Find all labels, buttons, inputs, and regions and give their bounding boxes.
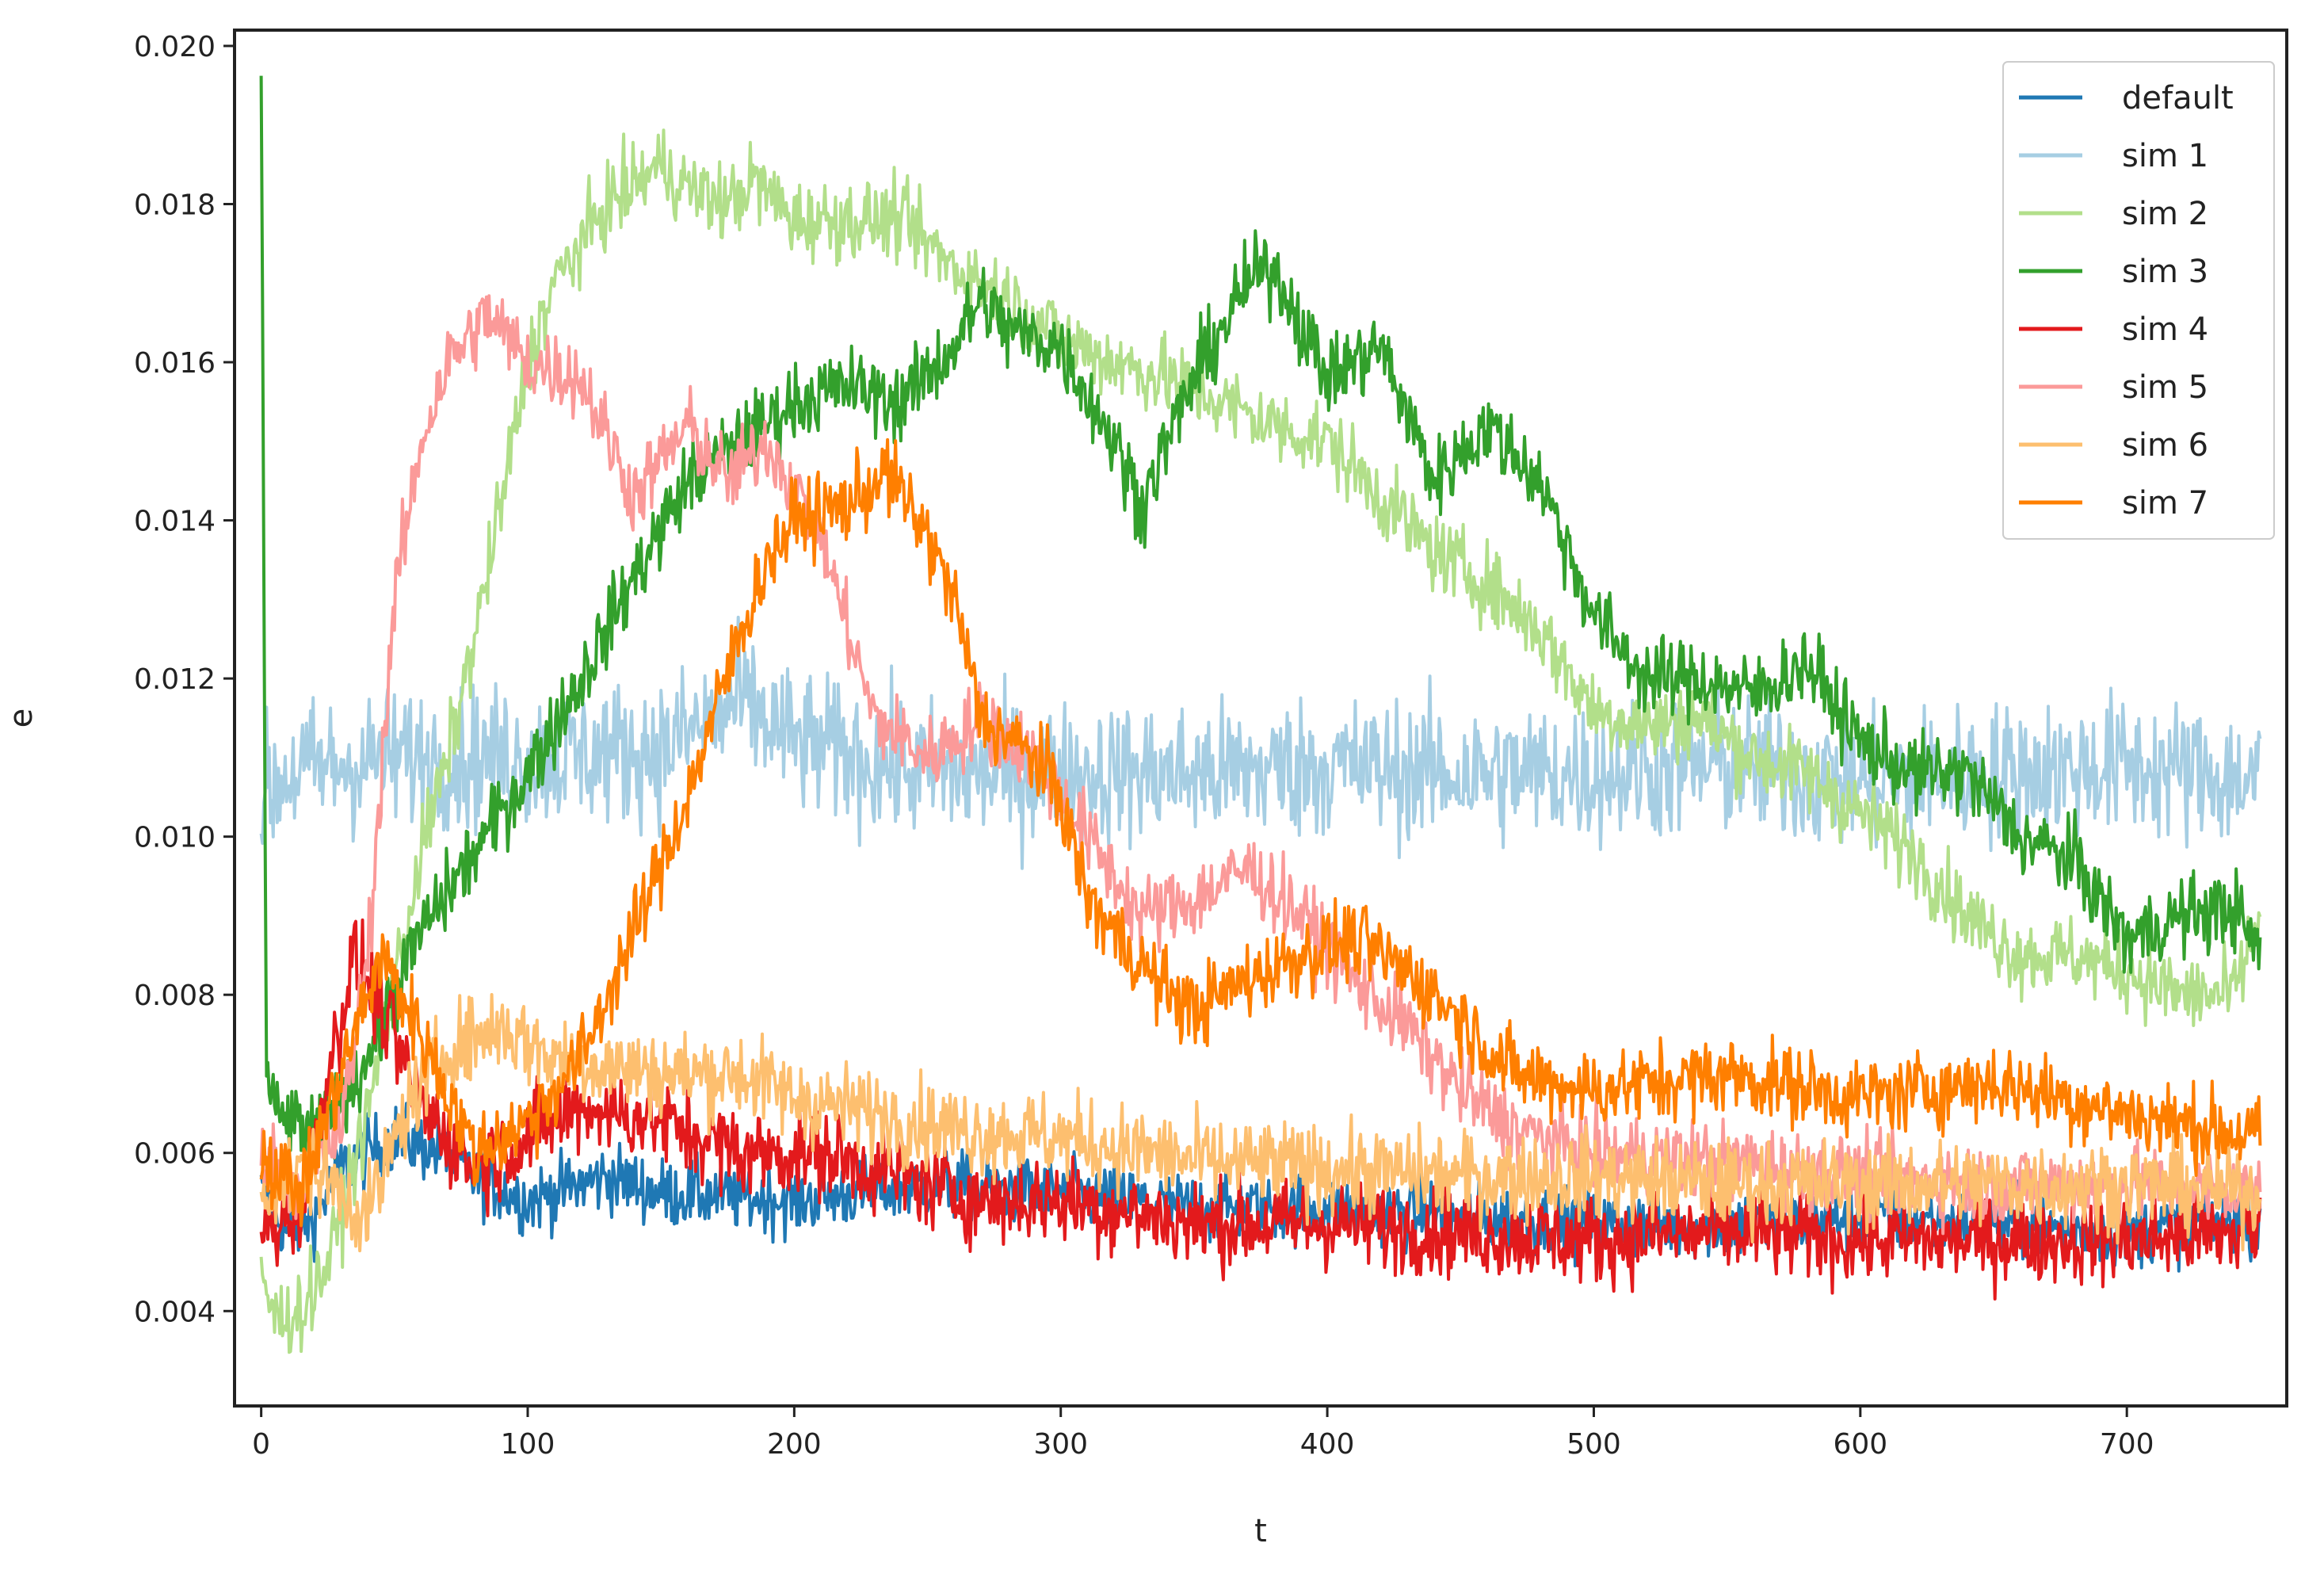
x-tick-label: 300 (1033, 1428, 1088, 1461)
y-axis-label: e (3, 709, 40, 728)
series-line-4 (259, 918, 2262, 1301)
y-tick-label: 0.004 (134, 1296, 216, 1328)
legend: default sim 1 sim 2 sim 3 sim 4 sim 5 sim 6 sim… (2002, 61, 2275, 540)
x-axis-label: t (1254, 1513, 1267, 1549)
legend-box (2002, 61, 2275, 540)
legend-label: sim 4 (2122, 311, 2208, 348)
y-tick-label: 0.016 (134, 347, 216, 380)
x-tick-label: 400 (1300, 1428, 1355, 1461)
series-layer (259, 75, 2262, 1354)
x-axis: 0 100 200 300 400 500 600 700 (252, 1406, 2154, 1461)
x-tick-label: 500 (1567, 1428, 1621, 1461)
series-line-6 (259, 993, 2262, 1253)
legend-label: default (2122, 80, 2234, 117)
series-line-0 (259, 1102, 2262, 1273)
x-tick-label: 600 (1833, 1428, 1887, 1461)
series-line-7 (259, 437, 2262, 1228)
y-tick-label: 0.012 (134, 663, 216, 696)
plot-frame (233, 29, 2288, 1408)
x-tick-label: 700 (2100, 1428, 2154, 1461)
y-axis: 0.004 0.006 0.008 0.010 0.012 0.014 0.016 0.018… (134, 31, 235, 1328)
y-tick-label: 0.018 (134, 189, 216, 221)
series-line-2 (259, 128, 2262, 1354)
y-tick-label: 0.008 (134, 980, 216, 1012)
y-tick-label: 0.006 (134, 1138, 216, 1171)
y-tick-label: 0.020 (134, 31, 216, 63)
legend-label: sim 1 (2122, 138, 2208, 174)
legend-label: sim 6 (2122, 427, 2208, 464)
legend-label: sim 3 (2122, 254, 2208, 290)
series-line-3 (259, 75, 2262, 1160)
legend-label: sim 7 (2122, 485, 2208, 521)
x-tick-label: 100 (501, 1428, 555, 1461)
legend-label: sim 2 (2122, 196, 2208, 232)
y-tick-label: 0.014 (134, 506, 216, 538)
legend-label: sim 5 (2122, 369, 2208, 406)
y-tick-label: 0.010 (134, 822, 216, 854)
x-tick-label: 200 (767, 1428, 822, 1461)
x-tick-label: 0 (252, 1428, 270, 1461)
